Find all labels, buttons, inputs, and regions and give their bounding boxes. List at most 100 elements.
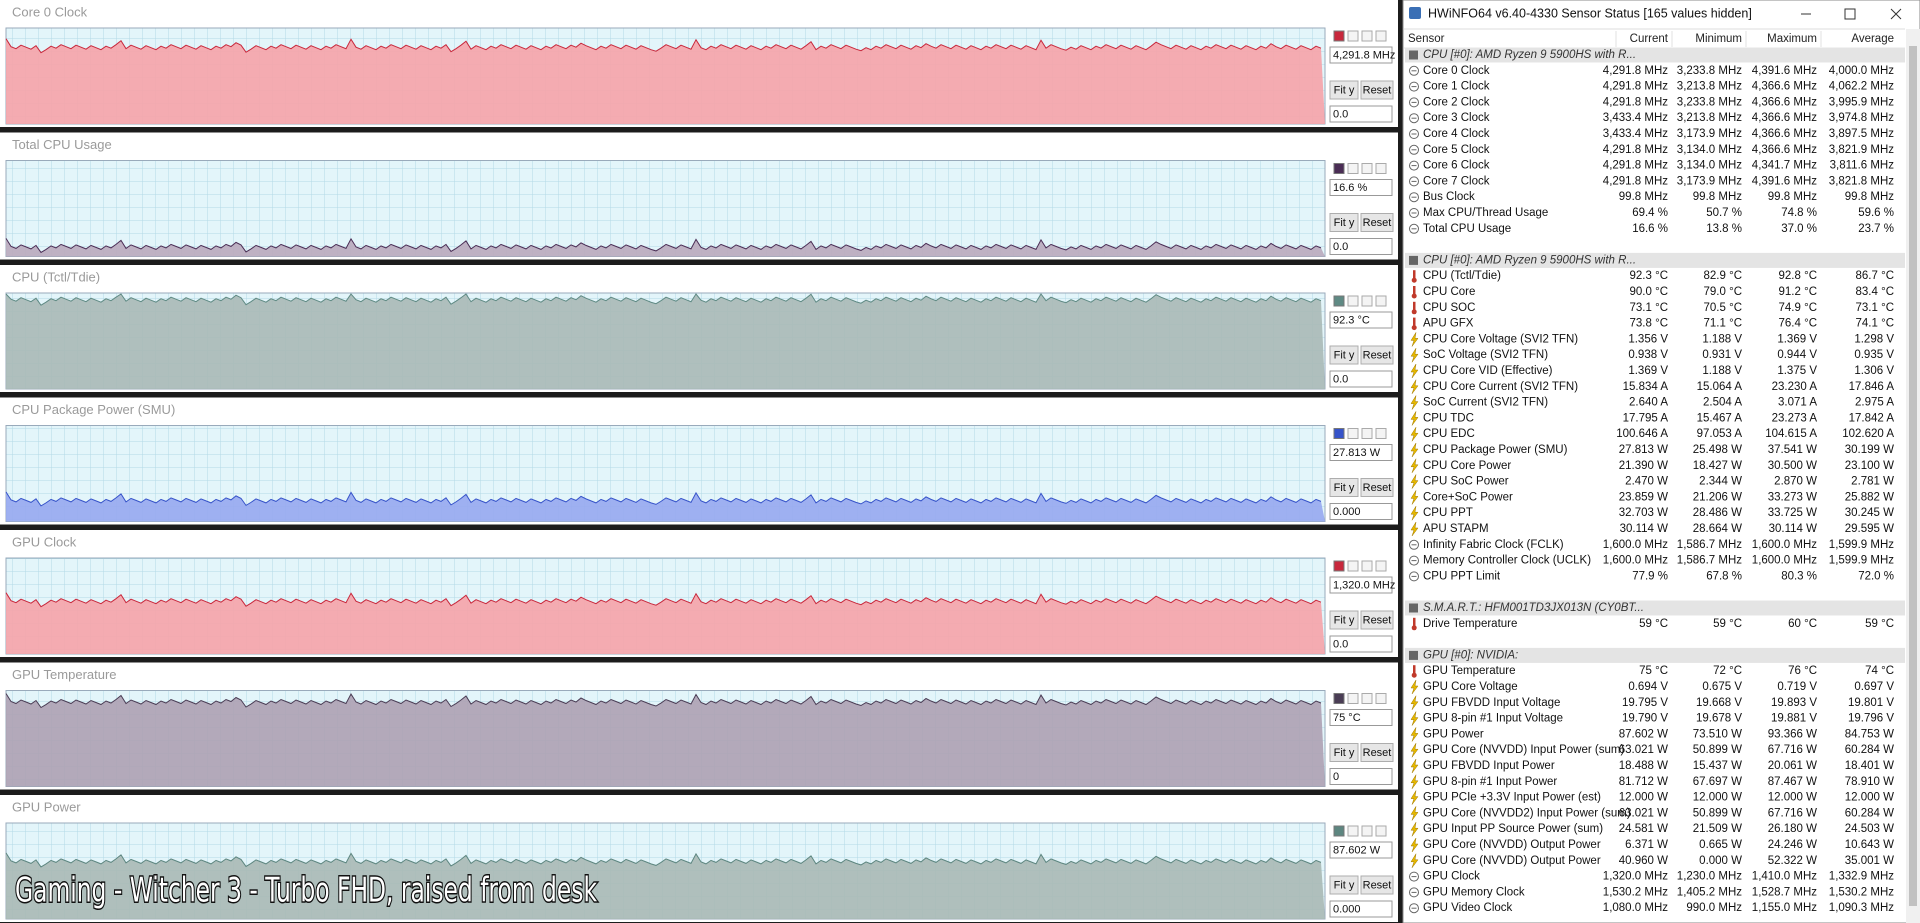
fit-label[interactable]: Fit y — [1334, 879, 1355, 891]
reset-button[interactable] — [1360, 875, 1394, 895]
sensor-value: 2.470 W — [1625, 476, 1668, 488]
fit-button[interactable] — [1329, 875, 1359, 895]
fit-label[interactable]: Fit y — [1334, 482, 1355, 494]
option-box[interactable] — [1375, 428, 1387, 439]
fit-label[interactable]: Fit y — [1334, 614, 1355, 626]
option-box[interactable] — [1347, 30, 1359, 42]
fit-label[interactable]: Fit y — [1334, 349, 1355, 361]
option-box[interactable] — [1375, 30, 1387, 42]
graph-title: GPU Temperature — [12, 667, 117, 682]
min-value: 0.000 — [1333, 903, 1361, 915]
color-swatch[interactable] — [1333, 825, 1345, 837]
fit-button[interactable] — [1329, 610, 1359, 630]
option-box[interactable] — [1375, 693, 1387, 704]
option-box[interactable] — [1361, 693, 1373, 704]
sensor-value: 30.199 W — [1845, 444, 1894, 456]
fit-label[interactable]: Fit y — [1334, 747, 1355, 759]
sensor-name: GPU Core Voltage — [1423, 681, 1518, 693]
reset-label[interactable]: Reset — [1363, 614, 1392, 626]
option-box[interactable] — [1375, 825, 1387, 837]
option-box[interactable] — [1347, 428, 1359, 439]
option-box[interactable] — [1375, 163, 1387, 174]
fit-button[interactable] — [1329, 213, 1359, 232]
power-icon — [1410, 363, 1419, 379]
temp-icon — [1413, 301, 1416, 312]
column-header: Sensor — [1408, 33, 1445, 45]
reset-label[interactable]: Reset — [1363, 217, 1392, 229]
color-swatch[interactable] — [1333, 428, 1345, 439]
sensor-name: GPU PCIe +3.3V Input Power (est) — [1423, 792, 1601, 804]
power-icon — [1410, 727, 1419, 742]
close-button[interactable] — [1890, 8, 1902, 20]
sensor-value: 1,332.9 MHz — [1829, 871, 1894, 883]
power-icon — [1410, 379, 1419, 394]
sensor-name: Core 0 Clock — [1423, 65, 1490, 77]
fit-button[interactable] — [1329, 345, 1359, 365]
sensor-value: 1,600.0 MHz — [1752, 539, 1817, 551]
option-box[interactable] — [1361, 163, 1373, 174]
sensor-name: CPU PPT — [1423, 507, 1473, 519]
color-swatch[interactable] — [1333, 30, 1345, 42]
option-box[interactable] — [1347, 295, 1359, 307]
reset-label[interactable]: Reset — [1363, 747, 1392, 759]
option-box[interactable] — [1361, 560, 1373, 572]
sensor-value: 18.488 W — [1619, 760, 1668, 772]
option-box[interactable] — [1347, 560, 1359, 572]
current-value: 75 °C — [1333, 712, 1361, 724]
fit-label[interactable]: Fit y — [1334, 217, 1355, 229]
option-box[interactable] — [1375, 560, 1387, 572]
sensor-value: 1.188 V — [1702, 333, 1742, 345]
maximize-button[interactable] — [1844, 8, 1856, 20]
trace-area — [6, 38, 1325, 125]
color-swatch[interactable] — [1333, 693, 1345, 704]
sensor-name: SoC Voltage (SVI2 TFN) — [1423, 349, 1548, 361]
current-box — [1329, 46, 1393, 64]
sensor-name: CPU Core Current (SVI2 TFN) — [1423, 381, 1578, 393]
fit-button[interactable] — [1329, 80, 1359, 100]
reset-label[interactable]: Reset — [1363, 879, 1392, 891]
temp-icon — [1413, 665, 1416, 676]
sensor-value: 1,600.0 MHz — [1603, 555, 1668, 567]
reset-button[interactable] — [1360, 80, 1394, 100]
reset-button[interactable] — [1360, 213, 1394, 232]
fit-button[interactable] — [1329, 478, 1359, 497]
option-box[interactable] — [1361, 825, 1373, 837]
reset-label[interactable]: Reset — [1363, 84, 1392, 96]
color-swatch[interactable] — [1333, 295, 1345, 307]
graph-title: CPU (Tctl/Tdie) — [12, 269, 100, 284]
sensor-value: 24.581 W — [1619, 823, 1668, 835]
option-box[interactable] — [1347, 163, 1359, 174]
sensor-name: Core 6 Clock — [1423, 160, 1490, 172]
reset-label[interactable]: Reset — [1363, 349, 1392, 361]
sensor-value: 102.620 A — [1842, 428, 1894, 440]
reset-label[interactable]: Reset — [1363, 482, 1392, 494]
option-box[interactable] — [1361, 295, 1373, 307]
sensor-value: 92.3 °C — [1630, 270, 1668, 282]
reset-button[interactable] — [1360, 610, 1394, 630]
option-box[interactable] — [1361, 30, 1373, 42]
fit-label[interactable]: Fit y — [1334, 84, 1355, 96]
fit-button[interactable] — [1329, 743, 1359, 762]
sensor-value: 3,173.9 MHz — [1677, 175, 1742, 187]
sensor-value: 1.306 V — [1854, 365, 1894, 377]
reset-button[interactable] — [1360, 345, 1394, 365]
sensor-value: 74.8 % — [1781, 207, 1817, 219]
option-box[interactable] — [1361, 428, 1373, 439]
color-swatch[interactable] — [1333, 163, 1345, 174]
min-box — [1329, 370, 1393, 388]
trace-area — [6, 592, 1325, 654]
sensor-name: Core 4 Clock — [1423, 128, 1490, 140]
option-box[interactable] — [1347, 693, 1359, 704]
temp-icon-bulb — [1411, 277, 1417, 283]
option-box[interactable] — [1375, 295, 1387, 307]
min-box — [1329, 900, 1393, 918]
sensor-value: 1,405.2 MHz — [1677, 886, 1742, 898]
graph-list: Core 0 Clock 4,291.8 MHz Fit y Reset 0.0 Tota… — [0, 0, 1398, 922]
reset-button[interactable] — [1360, 743, 1394, 762]
sensor-value: 23.100 W — [1845, 460, 1894, 472]
option-box[interactable] — [1347, 825, 1359, 837]
sensor-value: 4,366.6 MHz — [1752, 81, 1817, 93]
reset-button[interactable] — [1360, 478, 1394, 497]
color-swatch[interactable] — [1333, 560, 1345, 572]
scrollbar-thumb[interactable] — [1909, 46, 1917, 906]
